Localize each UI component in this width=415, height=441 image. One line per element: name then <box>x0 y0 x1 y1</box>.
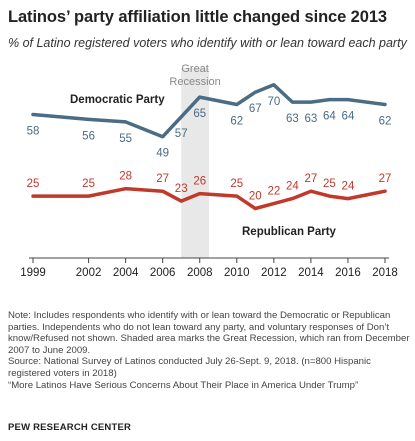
report-title: “More Latinos Have Serious Concerns Abou… <box>8 379 359 391</box>
recession-label: Great <box>181 63 209 75</box>
republican-value-label: 25 <box>27 178 40 190</box>
democratic-value-label: 62 <box>230 116 243 128</box>
x-tick-label: 2010 <box>224 267 250 279</box>
x-tick-label: 2006 <box>150 267 176 279</box>
pew-logo-text: PEW RESEARCH CENTER <box>8 422 132 433</box>
recession-label: Recession <box>169 76 220 88</box>
chart-title: Latinos’ party affiliation little change… <box>8 8 387 26</box>
x-tick-label: 2012 <box>261 267 287 279</box>
democratic-value-label: 62 <box>379 116 392 128</box>
democratic-value-label: 63 <box>286 113 299 125</box>
democratic-value-label: 70 <box>267 96 280 108</box>
chart-source: Source: National Survey of Latinos condu… <box>8 356 371 379</box>
chart-subtitle: % of Latino registered voters who identi… <box>8 36 407 50</box>
republican-value-label: 25 <box>230 178 243 190</box>
republican-value-label: 25 <box>82 178 95 190</box>
republican-value-label: 23 <box>175 183 188 195</box>
republican-value-label: 25 <box>323 178 336 190</box>
democratic-value-label: 63 <box>304 113 317 125</box>
x-tick-label: 2018 <box>372 267 398 279</box>
x-tick-label: 2008 <box>187 267 213 279</box>
republican-value-label: 28 <box>119 171 132 183</box>
x-tick-label: 2014 <box>298 267 324 279</box>
democratic-series-label: Democratic Party <box>70 94 165 106</box>
republican-value-label: 27 <box>379 173 392 185</box>
chart-note: Note: Includes respondents who identify … <box>8 310 410 356</box>
democratic-value-label: 65 <box>193 108 206 120</box>
x-tick-label: 2016 <box>335 267 361 279</box>
republican-series-label: Republican Party <box>242 226 337 238</box>
democratic-value-label: 56 <box>82 130 95 142</box>
republican-value-label: 26 <box>193 176 206 188</box>
democratic-value-label: 64 <box>342 111 355 123</box>
democratic-value-label: 58 <box>27 125 40 137</box>
notes-block: Note: Includes respondents who identify … <box>8 310 410 391</box>
republican-line <box>31 186 387 211</box>
x-tick-label: 2002 <box>76 267 102 279</box>
x-tick-label: 1999 <box>20 267 46 279</box>
democratic-line <box>31 83 387 139</box>
democratic-value-label: 67 <box>249 103 262 115</box>
republican-value-label: 27 <box>156 173 169 185</box>
democratic-value-label: 57 <box>175 128 188 140</box>
democratic-value-label: 55 <box>119 133 132 145</box>
democratic-value-label: 49 <box>156 148 169 160</box>
x-tick-label: 2004 <box>113 267 139 279</box>
republican-value-label: 24 <box>342 181 355 193</box>
democratic-value-label: 64 <box>323 111 336 123</box>
republican-value-label: 27 <box>304 173 317 185</box>
republican-value-label: 20 <box>249 191 262 203</box>
republican-value-label: 22 <box>267 186 280 198</box>
republican-value-label: 24 <box>286 181 299 193</box>
